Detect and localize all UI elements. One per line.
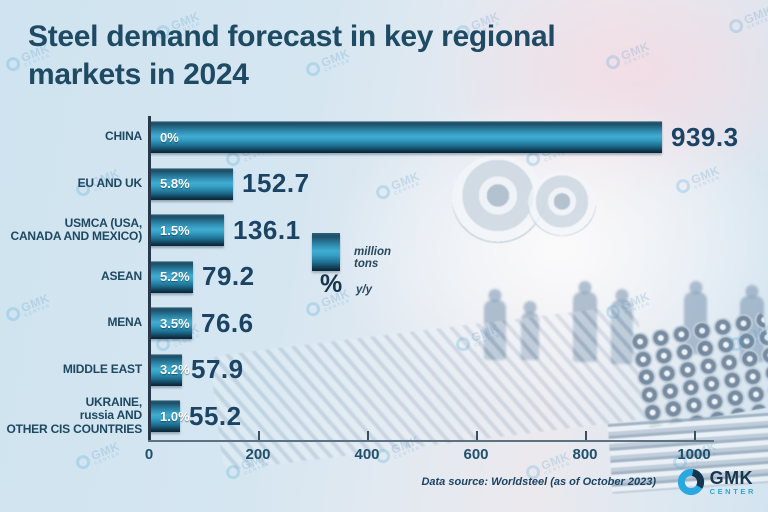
chart-title: Steel demand forecast in key regional ma… <box>28 20 556 92</box>
value-label: 55.2 <box>189 400 242 431</box>
yoy-percent-label: 1.5% <box>160 222 190 238</box>
category-label: MENA <box>107 315 142 330</box>
bar-area: 5.2% 79.2 <box>150 254 255 301</box>
bar-area: 1.0% 55.2 <box>150 393 242 440</box>
logo-brand-text: GMK <box>709 467 754 488</box>
x-axis-tick <box>367 431 369 440</box>
value-label: 76.6 <box>201 307 254 338</box>
bar-area: 0% 939.3 <box>150 114 739 161</box>
footer: Data source: Worldsteel (as of October 2… <box>0 462 768 512</box>
chart-row: EU AND UK 5.8% 152.7 <box>0 161 768 208</box>
gmk-center-logo: GMK CENTER <box>677 468 756 496</box>
demand-bar: 1.5% <box>150 214 224 247</box>
yoy-percent-label: 0% <box>160 129 179 145</box>
demand-bar: 3.5% <box>150 307 192 340</box>
yoy-percent-label: 5.2% <box>160 269 190 285</box>
demand-bar: 0% <box>150 121 662 154</box>
category-label: CHINA <box>105 129 142 144</box>
demand-bar: 5.8% <box>150 167 233 200</box>
chart-row: CHINA 0% 939.3 <box>0 114 768 161</box>
x-axis-tick <box>258 431 260 440</box>
data-source-note: Data source: Worldsteel (as of October 2… <box>421 476 656 488</box>
y-axis-line <box>148 116 151 441</box>
demand-bar: 3.2% <box>150 353 190 386</box>
logo-sub-text: CENTER <box>709 486 756 496</box>
value-label: 79.2 <box>202 261 255 292</box>
x-axis-tick-label: 800 <box>572 446 598 463</box>
value-label: 939.3 <box>671 121 739 152</box>
x-axis-tick <box>585 431 587 440</box>
demand-bar: 5.2% <box>150 260 193 293</box>
x-axis-tick-label: 200 <box>245 446 271 463</box>
yoy-percent-label: 3.5% <box>160 315 190 331</box>
chart-row: MENA 3.5% 76.6 <box>0 300 768 347</box>
bar-area: 3.5% 76.6 <box>150 300 254 347</box>
x-axis-line <box>148 440 714 442</box>
yoy-percent-label: 1.0% <box>160 408 190 424</box>
category-label: UKRAINE, russia AND OTHER CIS COUNTRIES <box>6 394 142 437</box>
category-label: EU AND UK <box>77 175 143 190</box>
category-label: MIDDLE EAST <box>62 361 142 376</box>
bar-rows: CHINA 0% 939.3 EU AND UK 5.8% 152.7 USMCA (USA… <box>0 114 768 440</box>
value-label: 136.1 <box>233 214 301 245</box>
watermark-donut-icon <box>727 17 746 36</box>
x-axis-tick <box>694 431 696 440</box>
bar-area: 1.5% 136.1 <box>150 207 301 254</box>
gmk-logo-icon <box>677 468 705 496</box>
category-label: USMCA (USA, CANADA AND MEXICO) <box>10 215 142 244</box>
watermark-subtext: CENTER <box>746 14 768 30</box>
bar-area: 5.8% 152.7 <box>150 161 310 208</box>
category-label: ASEAN <box>100 268 142 283</box>
x-axis-tick <box>476 431 478 440</box>
yoy-percent-label: 5.8% <box>160 176 190 192</box>
yoy-percent-label: 3.2% <box>160 362 190 378</box>
chart-row: UKRAINE, russia AND OTHER CIS COUNTRIES 1… <box>0 393 768 440</box>
watermark-donut-icon <box>4 55 23 74</box>
bar-chart: CHINA 0% 939.3 EU AND UK 5.8% 152.7 USMCA (USA… <box>0 114 768 484</box>
value-label: 152.7 <box>242 168 310 199</box>
x-axis-tick-label: 1000 <box>677 446 711 463</box>
value-label: 57.9 <box>191 354 244 385</box>
bar-area: 3.2% 57.9 <box>150 347 244 394</box>
x-axis-tick-label: 600 <box>463 446 489 463</box>
demand-bar: 1.0% <box>150 400 190 433</box>
chart-row: ASEAN 5.2% 79.2 <box>0 254 768 301</box>
x-axis-tick-label: 0 <box>144 446 154 463</box>
chart-row: USMCA (USA, CANADA AND MEXICO) 1.5% 136.1 <box>0 207 768 254</box>
chart-row: MIDDLE EAST 3.2% 57.9 <box>0 347 768 394</box>
x-axis-tick-label: 400 <box>354 446 380 463</box>
